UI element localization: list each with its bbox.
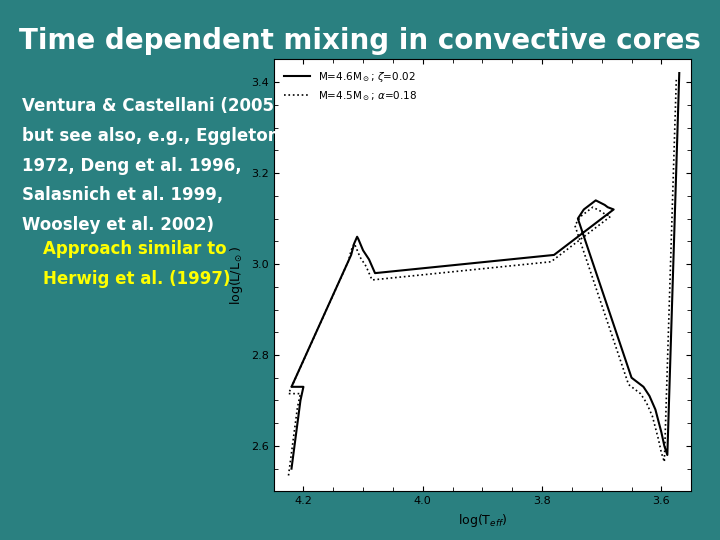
Text: 1972, Deng et al. 1996,: 1972, Deng et al. 1996,	[22, 157, 241, 174]
Line: M=4.6M$_\odot$; $\zeta$=0.02: M=4.6M$_\odot$; $\zeta$=0.02	[292, 73, 679, 469]
M=4.5M$_\odot$; $\alpha$=0.18	[313, 327, 322, 333]
M=4.6M$_\odot$; $\zeta$=0.02	[444, 262, 452, 269]
X-axis label: log(T$_{eff}$): log(T$_{eff}$)	[458, 512, 507, 529]
M=4.6M$_\odot$; $\zeta$=0.02	[466, 260, 474, 267]
M=4.6M$_\odot$; $\zeta$=0.02	[287, 465, 296, 472]
Text: but see also, e.g., Eggleton: but see also, e.g., Eggleton	[22, 127, 279, 145]
M=4.5M$_\odot$; $\alpha$=0.18	[668, 197, 677, 204]
M=4.5M$_\odot$; $\alpha$=0.18	[287, 449, 296, 456]
Text: Time dependent mixing in convective cores: Time dependent mixing in convective core…	[19, 27, 701, 55]
Text: Woosley et al. 2002): Woosley et al. 2002)	[22, 216, 214, 234]
M=4.6M$_\odot$; $\zeta$=0.02	[316, 320, 325, 326]
M=4.5M$_\odot$; $\alpha$=0.18	[284, 472, 293, 479]
M=4.5M$_\odot$; $\alpha$=0.18	[441, 269, 449, 276]
M=4.5M$_\odot$; $\alpha$=0.18	[423, 271, 431, 278]
Line: M=4.5M$_\odot$; $\alpha$=0.18: M=4.5M$_\odot$; $\alpha$=0.18	[289, 80, 676, 476]
M=4.6M$_\odot$; $\zeta$=0.02	[290, 443, 299, 449]
Text: Salasnich et al. 1999,: Salasnich et al. 1999,	[22, 186, 223, 204]
M=4.6M$_\odot$; $\zeta$=0.02	[675, 70, 683, 76]
M=4.6M$_\odot$; $\zeta$=0.02	[426, 264, 434, 271]
Text: Approach similar to: Approach similar to	[43, 240, 227, 258]
Y-axis label: log(L/L$_\odot$): log(L/L$_\odot$)	[228, 246, 246, 305]
Legend: M=4.6M$_\odot$; $\zeta$=0.02, M=4.5M$_\odot$; $\alpha$=0.18: M=4.6M$_\odot$; $\zeta$=0.02, M=4.5M$_\o…	[279, 65, 423, 108]
Text: Ventura & Castellani (2005 –: Ventura & Castellani (2005 –	[22, 97, 287, 115]
Text: Herwig et al. (1997): Herwig et al. (1997)	[43, 270, 230, 288]
M=4.5M$_\odot$; $\alpha$=0.18	[672, 77, 680, 83]
M=4.5M$_\odot$; $\alpha$=0.18	[463, 267, 472, 274]
M=4.6M$_\odot$; $\zeta$=0.02	[671, 191, 680, 197]
